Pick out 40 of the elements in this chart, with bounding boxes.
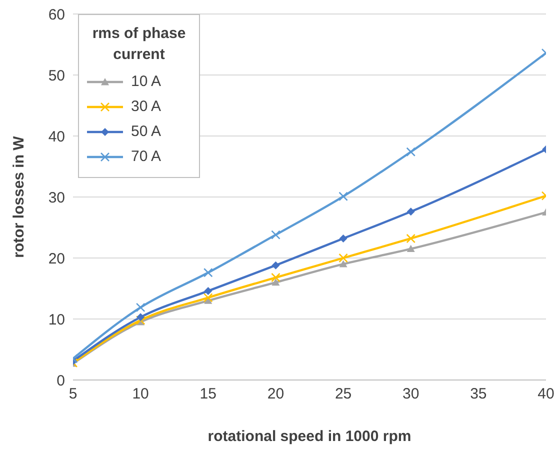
y-tick-label: 60 xyxy=(48,6,65,24)
point xyxy=(339,260,348,268)
y-tick-label: 0 xyxy=(56,372,65,390)
point xyxy=(406,234,416,244)
y-tick-label: 10 xyxy=(48,311,65,328)
x-tick-label: 40 xyxy=(538,386,554,403)
point xyxy=(272,261,280,270)
y-axis-title: rotor losses in W xyxy=(10,135,28,258)
point xyxy=(136,313,145,322)
y-tick-label: 20 xyxy=(48,250,65,268)
point xyxy=(136,302,146,312)
point xyxy=(406,147,416,157)
x-axis-title: rotational speed in 1000 rpm xyxy=(208,428,412,445)
x-tick-label: 25 xyxy=(334,386,352,403)
y-tick-label: 50 xyxy=(48,67,65,84)
point xyxy=(406,244,415,252)
point xyxy=(338,253,348,263)
x-tick-label: 20 xyxy=(267,386,284,403)
legend-label: 10 A xyxy=(131,73,162,90)
point xyxy=(271,230,280,240)
x-tick-label: 15 xyxy=(200,386,216,403)
legend-label: 70 A xyxy=(131,148,162,165)
legend-label: 30 A xyxy=(131,98,162,115)
point xyxy=(204,286,212,295)
x-tick-label: 10 xyxy=(132,386,149,403)
point xyxy=(406,208,415,216)
point xyxy=(136,316,146,325)
point xyxy=(271,272,280,282)
y-tick-label: 40 xyxy=(48,128,65,146)
point xyxy=(203,268,213,278)
y-tick-label: 30 xyxy=(48,189,65,206)
x-tick-label: 30 xyxy=(402,386,420,403)
x-tick-label: 5 xyxy=(68,386,78,403)
point xyxy=(339,234,348,242)
point xyxy=(272,278,280,286)
x-tick-label: 35 xyxy=(470,386,487,403)
legend-label: 50 A xyxy=(131,123,162,140)
point xyxy=(338,192,348,202)
legend-title: rms of phase current xyxy=(91,24,187,65)
point xyxy=(203,293,213,302)
